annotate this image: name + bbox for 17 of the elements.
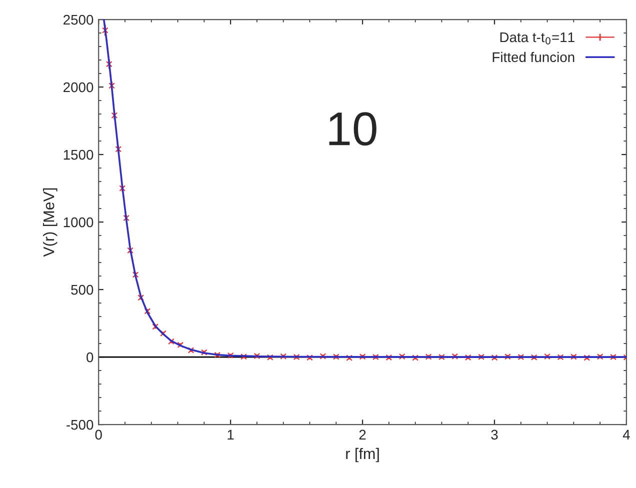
y-tick-label: 500 — [71, 284, 94, 295]
legend-label: Fitted funcion — [492, 52, 574, 62]
y-tick-label: 1000 — [64, 217, 94, 228]
x-axis-title: r [fm] — [346, 448, 379, 462]
y-tick-label: 1500 — [64, 150, 94, 160]
legend-label: Data t-t$_{0}$=11 — [500, 32, 574, 44]
x-tick-label: 4 — [622, 430, 630, 440]
y-tick-label: 2500 — [64, 14, 94, 25]
y-axis-title: V(r) [MeV] — [43, 188, 58, 257]
annotation: 10 — [329, 112, 376, 146]
x-tick-label: 3 — [491, 430, 498, 440]
x-tick-label: 2 — [359, 430, 366, 440]
y-tick-label: -500 — [66, 420, 94, 430]
x-tick-label: 1 — [228, 430, 234, 440]
y-tick-label: 0 — [86, 352, 94, 362]
x-tick-label: 0 — [95, 430, 102, 440]
y-tick-label: 2000 — [64, 82, 94, 92]
